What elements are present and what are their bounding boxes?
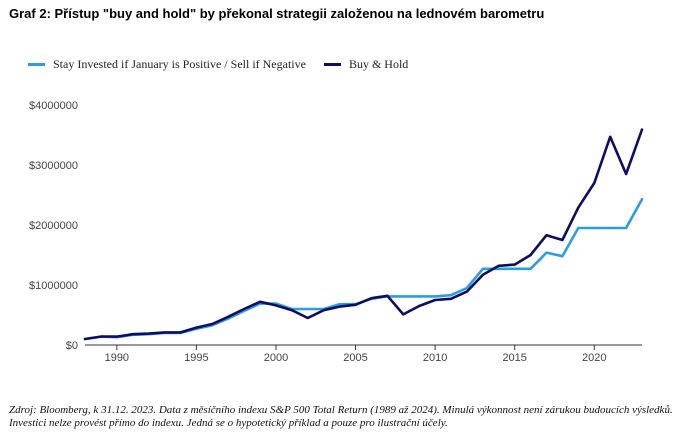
x-tick-label: 2005	[343, 352, 367, 364]
legend-label-buy-and-hold: Buy & Hold	[348, 57, 409, 71]
legend-item-january-strategy: Stay Invested if January is Positive / S…	[28, 57, 306, 72]
legend-item-buy-and-hold: Buy & Hold	[323, 57, 409, 72]
chart-title: Graf 2: Přístup "buy and hold" by překon…	[9, 6, 545, 21]
x-tick-label: 2020	[582, 352, 606, 364]
x-tick-label: 2000	[264, 352, 288, 364]
y-tick-label: $2000000	[29, 220, 78, 232]
x-tick-label: 1990	[105, 352, 129, 364]
y-tick-label: $4000000	[29, 100, 78, 112]
x-tick-label: 1995	[184, 352, 208, 364]
x-tick-label: 2010	[423, 352, 447, 364]
y-tick-label: $1000000	[29, 280, 78, 292]
series-line-january-strategy	[83, 197, 644, 341]
y-tick-label: $0	[66, 340, 78, 352]
legend-swatch-january-strategy	[28, 63, 45, 66]
y-tick-label: $3000000	[29, 160, 78, 172]
source-note: Zdroj: Bloomberg, k 31.12. 2023. Data z …	[9, 404, 673, 429]
chart-legend: Stay Invested if January is Positive / S…	[28, 57, 426, 72]
series-line-buy-and-hold	[83, 128, 644, 341]
legend-swatch-buy-and-hold	[323, 63, 341, 66]
x-tick-label: 2015	[502, 352, 526, 364]
legend-label-january-strategy: Stay Invested if January is Positive / S…	[53, 57, 306, 71]
